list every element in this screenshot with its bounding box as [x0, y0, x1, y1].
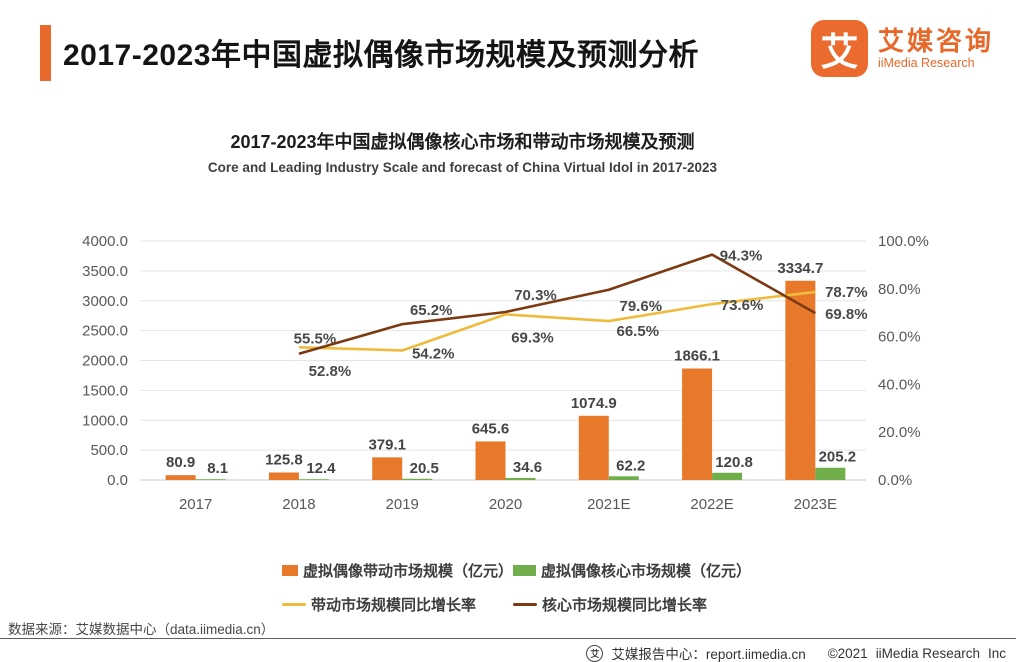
footer-copyright-year: ©2021 — [827, 645, 868, 661]
x-axis-label-2018: 2018 — [282, 496, 315, 513]
bar-label: 120.8 — [715, 454, 753, 471]
left-axis-tick: 2000.0 — [82, 353, 128, 370]
page-title: 2017-2023年中国虚拟偶像市场规模及预测分析 — [63, 39, 699, 72]
legend-item-leading-growth: 带动市场规模同比增长率 — [282, 594, 513, 615]
left-axis-tick: 2500.0 — [82, 323, 128, 340]
bar-label: 1074.9 — [571, 395, 617, 412]
x-axis-label-2017: 2017 — [179, 496, 212, 513]
growth-label-2019: 54.2% — [412, 345, 455, 362]
legend-item-core-scale: 虚拟偶像核心市场规模（亿元） — [513, 560, 751, 581]
x-axis-label-2022E: 2022E — [690, 496, 733, 513]
growth-label-2018: 52.8% — [309, 363, 352, 380]
chart-subtitle: Core and Leading Industry Scale and fore… — [207, 160, 718, 175]
growth-label-2021E: 79.6% — [620, 298, 663, 315]
iimedia-badge-icon: 艾 — [586, 644, 604, 662]
bar-core-2021E — [608, 476, 639, 480]
footer-copyright-owner: iiMedia Research — [875, 645, 980, 661]
bar-leading-2018 — [268, 472, 299, 480]
right-axis-tick: 100.0% — [878, 233, 929, 250]
iimedia-logo-mark: 艾 — [810, 20, 868, 77]
bar-label: 645.6 — [472, 420, 510, 437]
bar-leading-2021E — [578, 415, 609, 480]
bar-core-2020 — [505, 477, 536, 480]
left-axis-tick: 3000.0 — [82, 293, 128, 310]
right-axis-tick: 20.0% — [878, 424, 921, 441]
bar-leading-2023E — [785, 280, 816, 480]
growth-label-2021E: 66.5% — [617, 323, 660, 340]
legend-label-leading-growth: 带动市场规模同比增长率 — [311, 597, 477, 614]
footer-report-center[interactable]: 艾媒报告中心：report.iimedia.cn — [611, 647, 806, 662]
right-axis-tick: 0.0% — [878, 472, 912, 489]
growth-label-2020: 69.3% — [511, 329, 554, 346]
bar-label: 1866.1 — [674, 348, 720, 365]
x-axis-label-2021E: 2021E — [587, 496, 630, 513]
growth-label-2019: 65.2% — [410, 302, 453, 319]
bar-label: 8.1 — [207, 460, 228, 477]
bar-label: 34.6 — [513, 459, 542, 476]
legend-item-core-growth: 核心市场规模同比增长率 — [513, 594, 751, 615]
footer-copyright-suffix: Inc — [987, 645, 1006, 661]
bar-core-2023E — [815, 467, 846, 480]
growth-label-2020: 70.3% — [514, 287, 557, 304]
left-axis-tick: 4000.0 — [82, 233, 128, 250]
legend-swatch-core-line — [513, 603, 537, 606]
left-axis-tick: 0.0 — [107, 472, 128, 489]
bar-label: 205.2 — [819, 449, 857, 466]
legend-swatch-leading-bar — [282, 565, 298, 576]
bar-label: 379.1 — [368, 436, 406, 453]
right-axis-tick: 60.0% — [878, 329, 921, 346]
bar-label: 20.5 — [410, 460, 439, 477]
iimedia-logo: 艾 艾媒咨询 iiMedia Research — [810, 20, 994, 77]
footer-divider — [0, 638, 1016, 639]
legend-label-core-scale: 虚拟偶像核心市场规模（亿元） — [541, 563, 752, 580]
legend-label-core-growth: 核心市场规模同比增长率 — [542, 597, 708, 614]
chart-title: 2017-2023年中国虚拟偶像核心市场和带动市场规模及预测 — [230, 132, 695, 152]
logo-name-en: iiMedia Research — [877, 56, 975, 70]
growth-label-2022E: 94.3% — [720, 248, 763, 265]
x-axis-label-2019: 2019 — [386, 496, 419, 513]
bar-leading-2020 — [475, 441, 506, 480]
bar-core-2018 — [298, 479, 329, 480]
bar-core-2017 — [195, 479, 226, 480]
right-axis-tick: 40.0% — [878, 376, 921, 393]
growth-label-2023E: 78.7% — [825, 284, 868, 301]
x-axis-label-2020: 2020 — [489, 496, 522, 513]
bar-label: 12.4 — [306, 460, 336, 477]
bar-leading-2019 — [372, 457, 403, 480]
logo-name-cn: 艾媒咨询 — [877, 26, 994, 56]
bar-leading-2017 — [165, 475, 196, 480]
legend-label-leading-scale: 虚拟偶像带动市场规模（亿元） — [302, 563, 513, 580]
bar-label: 3334.7 — [777, 260, 823, 277]
bar-label: 62.2 — [616, 457, 645, 474]
growth-label-2018: 55.5% — [294, 330, 337, 347]
bar-label: 125.8 — [265, 451, 303, 468]
growth-label-2022E: 73.6% — [721, 297, 764, 314]
data-source-note: 数据来源：艾媒数据中心（data.iimedia.cn） — [8, 622, 275, 637]
legend-swatch-core-bar — [513, 565, 536, 576]
legend-item-leading-scale: 虚拟偶像带动市场规模（亿元） — [282, 560, 513, 581]
chart-legend: 虚拟偶像带动市场规模（亿元） 虚拟偶像核心市场规模（亿元） 带动市场规模同比增长… — [282, 560, 751, 615]
bar-core-2022E — [712, 472, 743, 480]
bar-label: 80.9 — [166, 454, 195, 471]
x-axis-label-2023E: 2023E — [794, 496, 837, 513]
right-axis-tick: 80.0% — [878, 281, 921, 298]
legend-swatch-leading-line — [282, 603, 306, 606]
left-axis-tick: 1000.0 — [82, 412, 128, 429]
growth-line-core — [298, 253, 816, 356]
left-axis-tick: 500.0 — [90, 442, 128, 459]
left-axis-tick: 1500.0 — [82, 382, 128, 399]
bar-core-2019 — [402, 478, 433, 480]
left-axis-tick: 3500.0 — [82, 263, 128, 280]
bar-leading-2022E — [682, 368, 713, 480]
footer-bar: 艾 艾媒报告中心：report.iimedia.cn ©2021 iiMedia… — [586, 643, 1006, 662]
iimedia-logo-text: 艾媒咨询 iiMedia Research — [878, 26, 994, 71]
growth-label-2023E: 69.8% — [825, 306, 868, 323]
title-accent-bar — [40, 25, 51, 81]
growth-line-leading — [298, 290, 816, 352]
